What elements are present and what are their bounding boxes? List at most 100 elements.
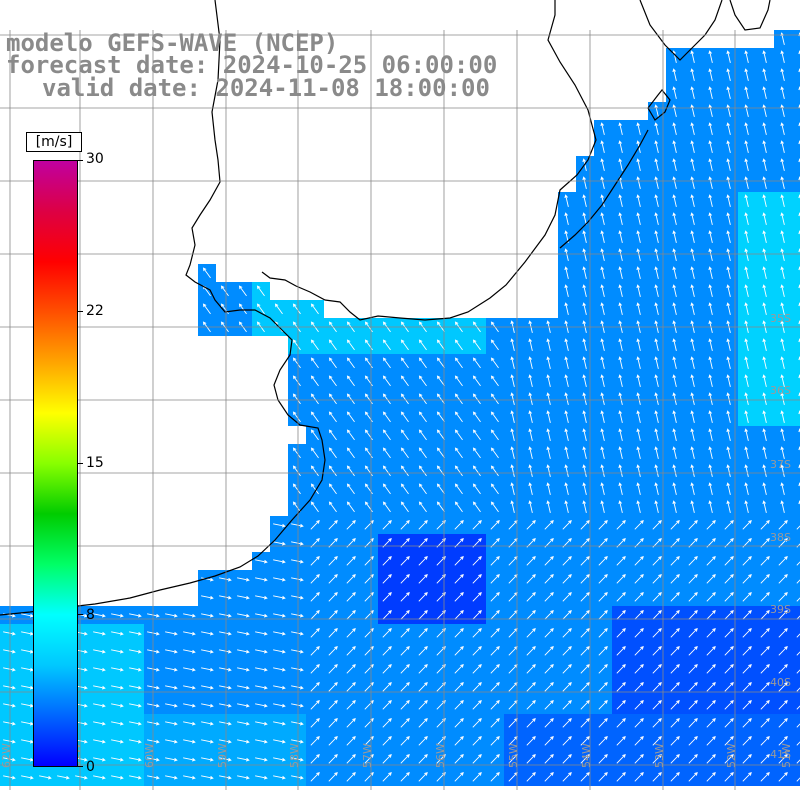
wind-arrow: [618, 464, 623, 477]
wind-arrow: [580, 736, 590, 746]
wind-arrow: [201, 685, 214, 690]
wind-arrow: [582, 374, 587, 387]
wind-arrow: [690, 158, 695, 171]
wind-arrow: [237, 685, 250, 690]
wind-arrow: [93, 721, 106, 726]
wind-arrow: [616, 610, 626, 620]
wind-arrow: [706, 628, 716, 638]
wind-arrow: [490, 592, 500, 602]
wind-arrow: [690, 86, 695, 99]
wind-arrow: [690, 392, 695, 405]
wind-arrow: [762, 464, 767, 477]
wind-arrow: [418, 357, 427, 369]
wind-arrow: [346, 429, 355, 441]
wind-arrow: [618, 374, 623, 387]
colorbar-tick-mark: [78, 160, 83, 161]
wind-arrow: [436, 447, 445, 459]
wind-arrow: [346, 520, 356, 530]
wind-arrow: [724, 556, 734, 566]
wind-arrow: [670, 718, 680, 728]
wind-arrow: [744, 50, 749, 63]
wind-arrow: [726, 392, 731, 405]
wind-arrow: [600, 140, 605, 153]
wind-arrow: [454, 628, 464, 638]
wind-arrow: [21, 739, 34, 744]
wind-arrow: [744, 176, 749, 189]
wind-arrow: [672, 212, 677, 225]
wind-arrow: [654, 176, 659, 189]
wind-arrow: [780, 176, 785, 189]
wind-arrow: [490, 610, 500, 620]
wind-arrow: [726, 86, 731, 99]
wind-arrow: [472, 375, 481, 387]
wind-arrow: [706, 664, 716, 674]
wind-arrow: [708, 212, 713, 225]
wind-arrow: [636, 410, 641, 423]
wind-arrow: [526, 610, 536, 620]
wind-arrow: [636, 194, 641, 207]
wind-arrow: [400, 646, 410, 656]
wind-arrow: [219, 577, 232, 582]
wind-arrow: [346, 339, 355, 351]
wind-arrow: [291, 541, 304, 546]
wind-arrow: [690, 464, 695, 477]
wind-arrow: [670, 664, 680, 674]
wind-arrow: [724, 574, 734, 584]
wind-arrow: [291, 667, 304, 672]
wind-speed-cell: [792, 606, 800, 624]
wind-arrow: [690, 374, 695, 387]
wind-arrow: [490, 411, 499, 423]
wind-arrow: [726, 140, 731, 153]
wind-arrow: [636, 428, 641, 441]
wind-arrow: [744, 86, 749, 99]
wind-arrow: [165, 775, 178, 780]
wind-arrow: [778, 556, 788, 566]
wind-arrow: [472, 339, 481, 351]
grid-labels: 35S36S37S38S39S40S41S62W61W60W59W58W57W5…: [0, 312, 793, 768]
wind-arrow: [510, 446, 515, 459]
wind-arrow: [744, 500, 749, 513]
wind-arrow: [57, 775, 70, 780]
wind-arrow: [618, 284, 623, 297]
wind-arrow: [582, 392, 587, 405]
wind-arrow: [382, 574, 392, 584]
wind-arrow: [418, 718, 428, 728]
wind-arrow: [726, 410, 731, 423]
wind-arrow: [490, 664, 500, 674]
wind-arrow: [780, 158, 785, 171]
wind-arrow: [564, 500, 569, 513]
wind-arrow: [310, 465, 319, 477]
lat-label: 37S: [770, 458, 791, 471]
wind-arrow: [708, 86, 713, 99]
wind-arrow: [346, 465, 355, 477]
wind-arrow: [238, 303, 247, 315]
wind-arrow: [3, 721, 16, 726]
wind-arrow: [183, 667, 196, 672]
wind-arrow: [328, 520, 338, 530]
wind-arrow: [400, 592, 410, 602]
wind-arrow: [724, 736, 734, 746]
wind-arrow: [652, 754, 662, 764]
wind-arrow: [219, 739, 232, 744]
wind-arrow: [654, 194, 659, 207]
wind-arrow: [562, 700, 572, 710]
wind-arrow: [652, 682, 662, 692]
wind-arrow: [636, 464, 641, 477]
wind-arrow: [726, 68, 731, 81]
wind-speed-cell: [792, 372, 800, 390]
wind-arrow: [292, 375, 301, 387]
wind-arrow: [346, 718, 356, 728]
wind-arrow: [436, 465, 445, 477]
wind-arrow: [219, 649, 232, 654]
wind-arrow: [328, 700, 338, 710]
wind-arrow: [780, 302, 785, 315]
wind-arrow: [3, 739, 16, 744]
wind-arrow: [255, 739, 268, 744]
wind-arrow: [652, 718, 662, 728]
wind-arrow: [129, 685, 142, 690]
wind-arrow: [780, 266, 785, 279]
wind-arrow: [93, 739, 106, 744]
wind-arrow: [708, 230, 713, 243]
wind-arrow: [21, 667, 34, 672]
wind-arrow: [544, 574, 554, 584]
